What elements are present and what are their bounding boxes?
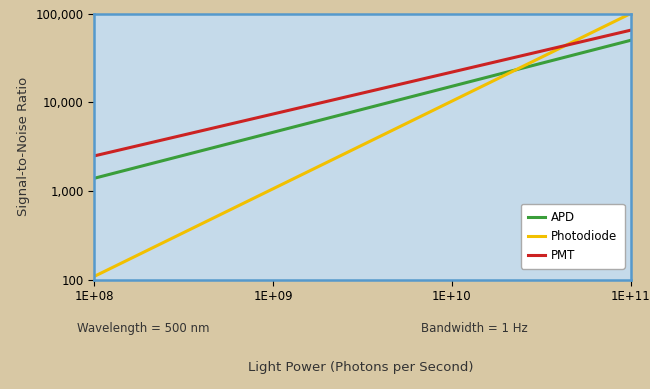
APD [408, 94, 415, 99]
PMT [90, 154, 98, 158]
Photodiode [92, 273, 100, 278]
Photodiode [542, 53, 550, 57]
APD [92, 175, 100, 180]
Line: Photodiode: Photodiode [94, 14, 630, 277]
PMT [410, 79, 417, 83]
Y-axis label: Signal-to-Noise Ratio: Signal-to-Noise Ratio [17, 77, 30, 216]
APD [410, 94, 417, 98]
PMT [627, 28, 634, 33]
Photodiode [419, 113, 426, 118]
APD [577, 51, 584, 56]
APD [627, 38, 634, 43]
PMT [577, 40, 584, 44]
APD [542, 60, 550, 64]
PMT [542, 48, 550, 53]
Line: PMT: PMT [94, 30, 630, 156]
Photodiode [408, 119, 415, 123]
APD [419, 91, 426, 96]
PMT [419, 77, 426, 81]
PMT [92, 153, 100, 158]
Photodiode [627, 11, 634, 16]
APD [90, 176, 98, 180]
Legend: APD, Photodiode, PMT: APD, Photodiode, PMT [521, 204, 625, 269]
Line: APD: APD [94, 40, 630, 178]
Photodiode [577, 36, 584, 40]
Text: Bandwidth = 1 Hz: Bandwidth = 1 Hz [421, 322, 528, 335]
Photodiode [90, 274, 98, 279]
Photodiode [410, 117, 417, 122]
PMT [408, 79, 415, 84]
Text: Light Power (Photons per Second): Light Power (Photons per Second) [248, 361, 473, 374]
Text: Wavelength = 500 nm: Wavelength = 500 nm [77, 322, 209, 335]
